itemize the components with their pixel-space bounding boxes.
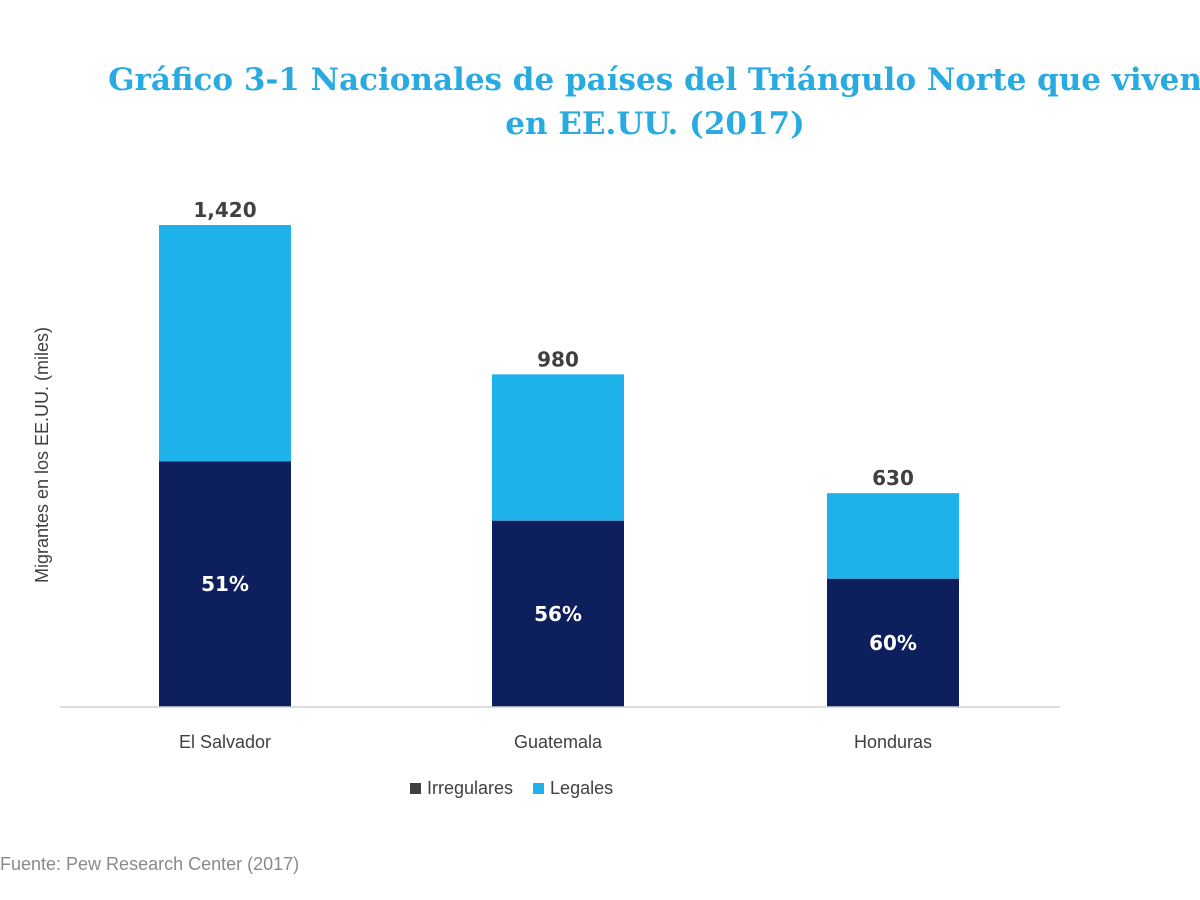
legend-swatch-irregulares (410, 783, 421, 794)
legend-item-irregulares: Irregulares (410, 778, 513, 799)
bar-irregulares-2 (827, 578, 959, 707)
source-note: Fuente: Pew Research Center (2017) (0, 854, 300, 874)
bar-total-label-1: 980 (537, 347, 579, 371)
bar-total-label-2: 630 (872, 466, 914, 490)
legend-label-irregulares: Irregulares (427, 778, 514, 798)
bar-share-label-1: 56% (534, 602, 582, 626)
legend-item-legales: Legales (533, 778, 613, 799)
chart-title: Gráfico 3-1 Nacionales de países del Tri… (108, 62, 1200, 142)
legend-label-legales: Legales (550, 778, 614, 798)
bar-total-label-0: 1,420 (193, 198, 256, 222)
y-axis-label: Migrantes en los EE.UU. (miles) (32, 327, 52, 583)
bar-share-label-0: 51% (201, 572, 249, 596)
bar-legales-2 (827, 493, 959, 579)
x-tick-label-0: El Salvador (179, 732, 271, 752)
bar-irregulares-0 (159, 461, 291, 707)
legend-swatch-legales (533, 783, 545, 794)
x-tick-label-2: Honduras (854, 732, 932, 752)
bar-legales-1 (492, 374, 624, 521)
legend: Irregulares Legales (410, 778, 613, 799)
bar-share-label-2: 60% (869, 631, 917, 655)
bar-irregulares-1 (492, 520, 624, 707)
bar-legales-0 (159, 225, 291, 462)
x-tick-label-1: Guatemala (514, 732, 603, 752)
